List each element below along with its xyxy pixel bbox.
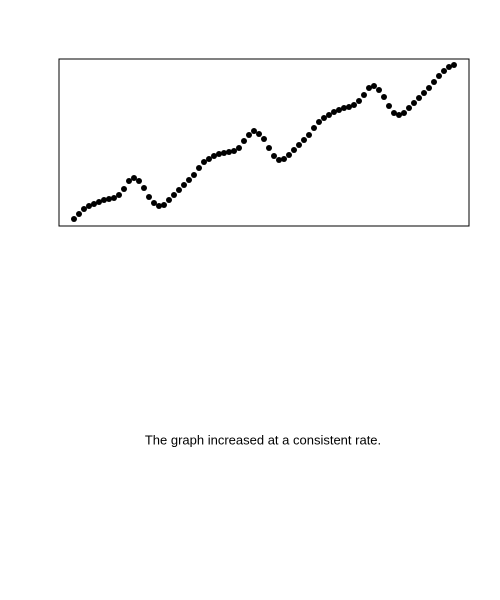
data-point (221, 150, 227, 156)
data-point (166, 197, 172, 203)
data-point (266, 145, 272, 151)
data-point (291, 147, 297, 153)
data-point (106, 196, 112, 202)
data-point (81, 206, 87, 212)
data-point (341, 105, 347, 111)
data-point (386, 103, 392, 109)
data-point (151, 200, 157, 206)
data-point (421, 90, 427, 96)
data-point (411, 100, 417, 106)
data-point (426, 85, 432, 91)
data-point (131, 175, 137, 181)
data-point (351, 102, 357, 108)
data-point (401, 110, 407, 116)
data-point (376, 87, 382, 93)
data-point (216, 151, 222, 157)
data-point (156, 203, 162, 209)
data-point (451, 62, 457, 68)
data-point (286, 152, 292, 158)
data-point (226, 149, 232, 155)
data-point (326, 112, 332, 118)
data-point (321, 115, 327, 121)
data-point (361, 92, 367, 98)
data-point (141, 185, 147, 191)
caption: The graph increased at a consistent rate… (145, 432, 381, 447)
data-point (126, 178, 132, 184)
data-point (191, 172, 197, 178)
data-point (96, 199, 102, 205)
data-point (211, 153, 217, 159)
data-point (306, 132, 312, 138)
data-point (121, 186, 127, 192)
data-point (436, 73, 442, 79)
data-point (256, 131, 262, 137)
data-point (336, 107, 342, 113)
data-point (101, 197, 107, 203)
data-point (276, 157, 282, 163)
data-point (241, 138, 247, 144)
data-point (281, 156, 287, 162)
data-point (136, 178, 142, 184)
plot-frame (58, 58, 470, 227)
data-point (246, 132, 252, 138)
data-point (71, 216, 77, 222)
data-point (111, 195, 117, 201)
data-point (146, 194, 152, 200)
data-point (391, 110, 397, 116)
data-point (296, 142, 302, 148)
data-point (311, 125, 317, 131)
data-point (76, 211, 82, 217)
data-point (251, 128, 257, 134)
data-point (301, 137, 307, 143)
data-point (431, 79, 437, 85)
data-point (416, 95, 422, 101)
data-point (446, 64, 452, 70)
data-point (441, 68, 447, 74)
data-point (186, 177, 192, 183)
data-point (91, 201, 97, 207)
data-point (116, 192, 122, 198)
data-point (171, 192, 177, 198)
data-point (366, 85, 372, 91)
data-point (356, 98, 362, 104)
data-point (406, 105, 412, 111)
data-point (381, 94, 387, 100)
data-point (271, 153, 277, 159)
data-point (161, 202, 167, 208)
data-point (206, 156, 212, 162)
data-point (346, 104, 352, 110)
data-point (371, 83, 377, 89)
data-point (201, 159, 207, 165)
data-point (86, 203, 92, 209)
data-point (396, 112, 402, 118)
data-point (331, 109, 337, 115)
data-point (236, 145, 242, 151)
data-point (196, 165, 202, 171)
data-point (231, 148, 237, 154)
data-point (261, 136, 267, 142)
data-point (316, 119, 322, 125)
data-point (176, 187, 182, 193)
data-point (181, 182, 187, 188)
